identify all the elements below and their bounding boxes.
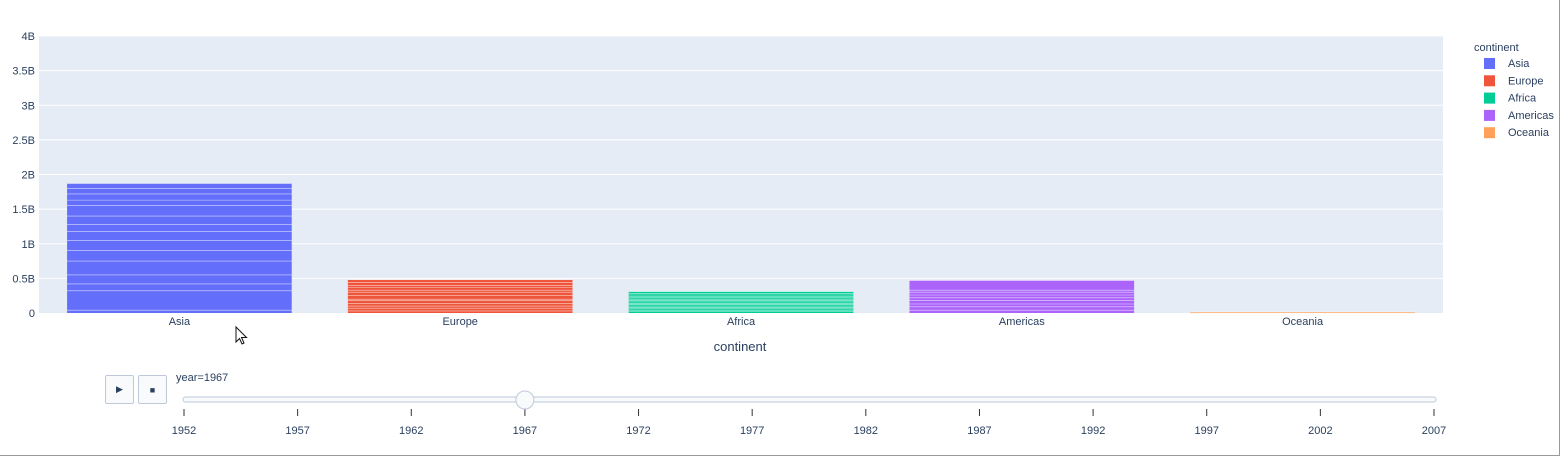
x-tick-label: Oceania: [1282, 316, 1324, 328]
slider-ticks: 1952 1957 1962 1967 1972 1977 1982 1987 1992 1997…: [172, 409, 1446, 437]
y-gridlines: [39, 35, 1443, 279]
x-tick-label: Asia: [169, 316, 191, 328]
legend-swatch: [1484, 75, 1495, 87]
legend: continent Asia Europe Africa Americas Oceani…: [1474, 42, 1554, 139]
slider-rail[interactable]: [182, 396, 1437, 403]
legend-item-oceania[interactable]: Oceania: [1484, 127, 1550, 139]
x-tick-label: Europe: [442, 316, 477, 328]
bars: [67, 183, 1415, 314]
bar-oceania[interactable]: [1190, 311, 1415, 314]
y-tick-label: 0.5B: [12, 273, 35, 285]
stop-button[interactable]: ■: [138, 375, 167, 404]
y-tick-label: 1B: [22, 239, 35, 251]
legend-label: Europe: [1508, 75, 1543, 87]
slider-tick-label[interactable]: 2007: [1422, 425, 1446, 437]
slider-tick-label[interactable]: 1977: [740, 425, 764, 437]
slider-current-value: year=1967: [176, 372, 228, 384]
x-tick-label: Americas: [999, 316, 1045, 328]
y-axis: 0 0.5B 1B 1.5B 2B 2.5B 3B 3.5B 4B: [12, 31, 35, 320]
play-icon: ▶: [116, 384, 123, 394]
legend-swatch: [1484, 58, 1495, 69]
slider-tick-label[interactable]: 2002: [1308, 425, 1332, 437]
legend-item-europe[interactable]: Europe: [1484, 75, 1543, 87]
stop-icon: ■: [149, 384, 156, 395]
slider-tick-label[interactable]: 1997: [1194, 425, 1218, 437]
year-slider[interactable]: year=1967 1952 1957 1962 1967 1972 1977 1982 19…: [172, 372, 1446, 437]
y-tick-label: 1.5B: [12, 204, 35, 216]
y-tick-label: 0: [29, 308, 35, 320]
legend-item-asia[interactable]: Asia: [1484, 58, 1530, 70]
legend-label: Oceania: [1508, 127, 1550, 139]
mouse-cursor-icon: [235, 325, 248, 345]
slider-tick-label[interactable]: 1952: [172, 425, 196, 437]
legend-item-africa[interactable]: Africa: [1484, 92, 1537, 105]
bar-oceania-fill[interactable]: [1190, 312, 1415, 314]
bar-americas-fill[interactable]: [909, 280, 1135, 313]
legend-label: Asia: [1508, 58, 1530, 70]
legend-swatch: [1484, 109, 1495, 121]
legend-swatch: [1484, 92, 1495, 104]
x-axis-title: continent: [714, 339, 767, 354]
legend-item-americas[interactable]: Americas: [1484, 109, 1554, 122]
bar-asia[interactable]: [67, 183, 292, 313]
slider-tick-label[interactable]: 1987: [967, 425, 991, 437]
x-tick-label: Africa: [727, 316, 756, 328]
legend-swatch: [1484, 127, 1495, 139]
y-tick-label: 2.5B: [12, 135, 35, 147]
legend-title: continent: [1474, 42, 1519, 54]
slider-handle[interactable]: [515, 390, 535, 410]
x-axis: Asia Europe Africa Americas Oceania: [169, 316, 1324, 328]
y-tick-label: 3B: [22, 100, 35, 112]
y-tick-label: 2B: [22, 170, 35, 182]
bar-americas[interactable]: [909, 280, 1135, 313]
slider-tick-label[interactable]: 1967: [513, 425, 537, 437]
y-tick-label: 3.5B: [12, 66, 35, 78]
legend-label: Americas: [1508, 110, 1554, 122]
y-tick-label: 4B: [22, 31, 35, 43]
bar-africa[interactable]: [628, 291, 854, 313]
legend-label: Africa: [1508, 93, 1537, 105]
slider-tick-label[interactable]: 1957: [285, 425, 309, 437]
slider-tick-label[interactable]: 1972: [626, 425, 650, 437]
bar-europe[interactable]: [347, 279, 573, 313]
slider-tick-label[interactable]: 1962: [399, 425, 423, 437]
slider-tick-label[interactable]: 1982: [854, 425, 878, 437]
slider-tick-label[interactable]: 1992: [1081, 425, 1105, 437]
play-button[interactable]: ▶: [105, 375, 134, 404]
bar-asia-fill[interactable]: [67, 183, 292, 313]
